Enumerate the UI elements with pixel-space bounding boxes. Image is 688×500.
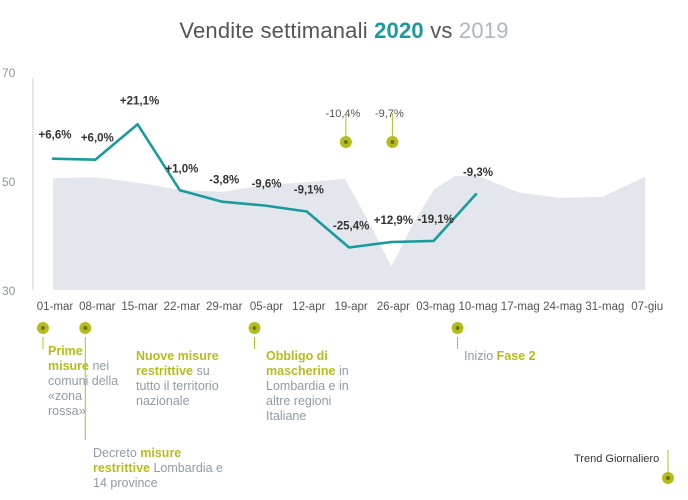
x-tick-26-apr: 26-apr — [377, 301, 410, 313]
note5-text: Inizio — [464, 349, 494, 363]
daily-marker-core-1 — [390, 140, 395, 144]
note3-text: su tutto il territorio nazionale — [136, 364, 219, 408]
y-tick-70: 70 — [2, 66, 16, 80]
data-label-+6,6%: +6,6% — [39, 130, 72, 142]
x-tick-17-mag: 17-mag — [501, 301, 540, 313]
x-tick-22-mar: 22-mar — [164, 301, 201, 313]
event-note-prime-misure: Prime misure nei comuni della «zona ross… — [48, 344, 120, 419]
note4-text: in Lombardia e in altre regioni Italiane — [266, 364, 349, 423]
note3-highlight: Nuove misure restrittive — [136, 349, 219, 378]
x-tick-12-apr: 12-apr — [292, 301, 325, 313]
event-marker-core-2 — [252, 326, 257, 330]
series-2019-area — [53, 175, 646, 290]
x-tick-19-apr: 19-apr — [334, 301, 367, 313]
series-2020-line — [51, 123, 478, 249]
note5-highlight: Fase 2 — [496, 349, 536, 363]
x-tick-05-apr: 05-apr — [250, 301, 283, 313]
event-note-decreto: Decreto misure restrittive Lombardia e 1… — [93, 446, 233, 491]
data-label--9,3%: -9,3% — [463, 167, 493, 179]
chart-title: Vendite settimanali 2020 vs 2019 — [0, 18, 688, 44]
x-tick-08-mar: 08-mar — [79, 301, 116, 313]
x-tick-15-mar: 15-mar — [121, 301, 158, 313]
daily-label--10,4%: -10,4% — [325, 108, 360, 120]
title-prefix: Vendite settimanali — [179, 18, 368, 43]
data-label-+1,0%: +1,0% — [165, 163, 198, 175]
legend-trend-giornaliero: Trend Giornaliero — [574, 453, 660, 465]
data-label--25,4%: -25,4% — [333, 220, 369, 232]
x-tick-31-mag: 31-mag — [585, 301, 624, 313]
x-tick-03-mag: 03-mag — [416, 301, 455, 313]
data-label--19,1%: -19,1% — [417, 214, 453, 226]
x-tick-29-mar: 29-mar — [206, 301, 243, 313]
data-label--9,1%: -9,1% — [294, 185, 324, 197]
note1-highlight-a: Prime — [48, 344, 83, 358]
data-label--3,8%: -3,8% — [209, 175, 239, 187]
note1-text: nei comuni della «zona rossa» — [48, 359, 119, 418]
note2-text-b: Lombardia e 14 province — [93, 461, 223, 490]
daily-label--9,7%: -9,7% — [375, 108, 404, 120]
event-note-fase-2: Inizio Fase 2 — [464, 349, 574, 364]
daily-marker-core-0 — [343, 140, 348, 144]
data-label-+21,1%: +21,1% — [120, 95, 159, 107]
event-note-nuove-misure: Nuove misure restrittive su tutto il ter… — [136, 349, 228, 409]
legend-marker-core — [666, 476, 670, 480]
x-tick-24-mag: 24-mag — [543, 301, 582, 313]
note1-highlight-b: misure — [48, 359, 89, 373]
event-note-mascherine: Obbligo di mascherine in Lombardia e in … — [266, 349, 366, 424]
x-tick-01-mar: 01-mar — [37, 301, 74, 313]
data-label-+6,0%: +6,0% — [81, 133, 114, 145]
data-label-+12,9%: +12,9% — [374, 215, 413, 227]
y-tick-30: 30 — [2, 284, 16, 298]
note2-highlight: misure restrittive — [93, 446, 182, 475]
event-marker-core-1 — [83, 326, 88, 330]
y-tick-50: 50 — [2, 175, 16, 189]
title-year-2019: 2019 — [458, 18, 509, 43]
title-year-2020: 2020 — [374, 18, 424, 43]
x-tick-07-giu: 07-giu — [631, 301, 663, 313]
event-marker-core-3 — [455, 326, 460, 330]
note4-highlight: Obbligo di mascherine — [266, 349, 336, 378]
data-label--9,6%: -9,6% — [251, 179, 281, 191]
title-vs: vs — [430, 18, 453, 43]
event-marker-core-0 — [41, 326, 45, 330]
x-tick-10-mag: 10-mag — [459, 301, 498, 313]
note2-text-a: Decreto — [93, 446, 137, 460]
